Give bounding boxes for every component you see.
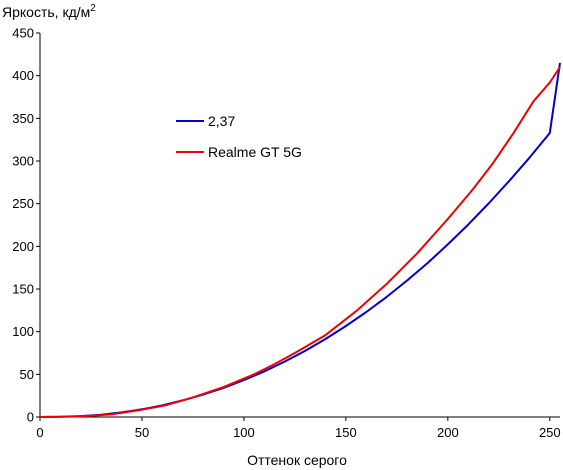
y-axis-title: Яркость, кд/м2 <box>2 3 96 20</box>
legend-label-1: 2,37 <box>208 113 235 129</box>
y-tick-label: 300 <box>12 154 34 169</box>
y-tick-label: 100 <box>12 324 34 339</box>
y-tick-label: 0 <box>27 410 34 425</box>
series-lines <box>39 62 561 418</box>
x-tick-label: 200 <box>437 425 459 440</box>
y-tick-label: 400 <box>12 68 34 83</box>
axes <box>39 33 560 418</box>
series-line-1 <box>39 62 561 418</box>
y-tick-label: 50 <box>20 367 34 382</box>
x-tick-label: 100 <box>233 425 255 440</box>
y-tick-label: 200 <box>12 239 34 254</box>
x-tick-label: 150 <box>335 425 357 440</box>
legend: 2,37 Realme GT 5G <box>176 113 302 160</box>
x-tick-label: 0 <box>36 425 43 440</box>
series-line-2 <box>39 66 561 418</box>
legend-label-2: Realme GT 5G <box>208 144 302 160</box>
y-tick-label: 350 <box>12 111 34 126</box>
y-tick-label: 250 <box>12 196 34 211</box>
tick-labels: 0 50 100 150 200 250 300 350 400 450 0 50 100 150 200 2… <box>12 26 560 441</box>
x-tick-label: 50 <box>135 425 149 440</box>
y-tick-label: 450 <box>12 26 34 41</box>
y-tick-label: 150 <box>12 282 34 297</box>
x-tick-label: 250 <box>539 425 561 440</box>
x-axis-title: Оттенок серого <box>247 452 347 468</box>
